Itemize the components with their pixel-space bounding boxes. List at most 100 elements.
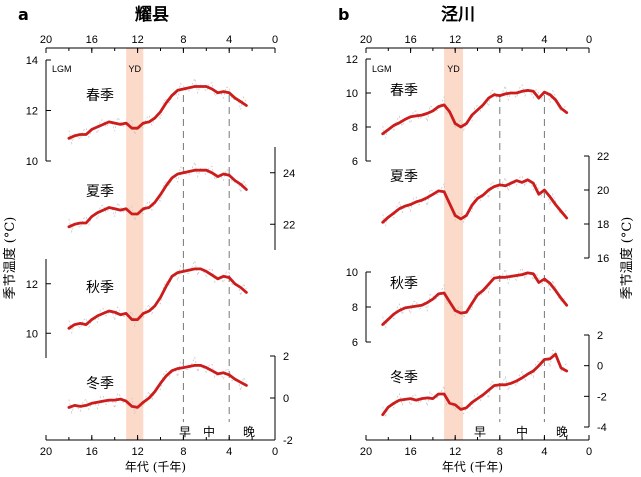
y-tick-label: -4 [597,422,607,434]
y-tick-label: 8 [352,302,358,314]
data-point [415,305,417,307]
data-point [459,126,462,128]
series-line [381,89,569,136]
data-point [543,91,546,93]
data-point [199,85,202,88]
data-point [493,93,496,96]
lgm-label: LGM [52,64,72,74]
data-point [205,85,208,88]
data-point [182,270,185,273]
data-point [234,97,236,99]
data-point [504,384,507,386]
data-point [153,201,156,204]
data-point [487,189,490,191]
data-point [73,323,76,326]
series-1: 22 24 夏季 [67,147,295,250]
data-point [165,285,168,288]
series-line [381,271,569,326]
data-point [543,278,546,280]
data-point [136,318,139,321]
data-point [131,318,133,321]
data-point [119,398,122,400]
data-point [102,400,105,402]
phase-label: 早 [474,425,486,439]
data-point [554,99,557,101]
data-point [68,226,70,228]
data-point [96,211,99,214]
data-point [565,111,568,114]
data-point [409,203,412,206]
data-point [404,307,406,309]
lgm-label: LGM [372,64,392,74]
data-point [199,169,202,171]
data-point [465,407,468,409]
data-point [211,88,213,90]
raw-data-trace [68,160,247,234]
data-point [194,268,196,270]
phase-label: 早 [179,425,191,439]
data-point [482,394,484,396]
y-tick-label: 22 [283,219,295,231]
yd-label: YD [447,64,460,74]
data-point [182,88,185,90]
data-point [409,116,412,118]
data-point [222,372,225,374]
data-point [199,268,202,270]
data-point [393,124,395,127]
data-point [465,214,468,217]
data-point [381,221,384,224]
data-point [153,117,156,119]
y-axis-title-left: 季节温度 (°C) [2,217,18,300]
data-point [510,182,512,184]
x-tick-label-bottom: 16 [86,446,98,458]
series-0: 6 8 10 12 春季 [346,54,569,168]
data-point [228,92,230,94]
data-point [393,402,395,405]
data-point [393,212,395,214]
data-point [125,122,127,124]
data-point [420,114,423,116]
raw-data-trace [382,175,567,227]
data-point [476,397,479,400]
data-point [476,109,479,111]
panel-letter: b [338,5,349,24]
data-point [549,196,551,198]
data-point [526,89,529,92]
data-point [142,122,145,124]
data-point [465,311,468,314]
data-point [68,327,70,330]
data-point [131,405,133,408]
data-point [420,199,423,201]
data-point [499,94,501,97]
data-point [182,171,185,174]
raw-data-trace [68,259,247,335]
series-line [381,178,569,224]
data-point [432,298,434,300]
data-point [108,310,110,312]
y-tick-label: -2 [283,435,293,447]
series-line [67,85,248,140]
data-point [499,276,501,279]
x-tick-label-top: 16 [404,34,416,46]
data-point [68,137,70,140]
data-point [73,134,76,137]
data-point [119,209,122,211]
y-tick-label: 0 [597,361,603,373]
y-tick-label: 12 [26,106,38,118]
y-tick-label: 18 [597,219,609,231]
series-3: -4 -2 0 2 冬季 [381,330,607,434]
x-tick-label-bottom: 0 [272,446,278,458]
data-point [85,404,87,407]
data-point [91,318,93,321]
data-point [102,209,105,211]
panel-letter: a [18,5,29,24]
data-point [96,401,99,404]
data-point [216,175,219,178]
x-tick-label-bottom: 4 [226,446,232,458]
data-point [426,301,429,304]
data-point [504,184,507,187]
data-point [194,364,196,367]
raw-data-trace [382,267,567,329]
data-point [85,133,87,136]
data-point [510,275,512,278]
